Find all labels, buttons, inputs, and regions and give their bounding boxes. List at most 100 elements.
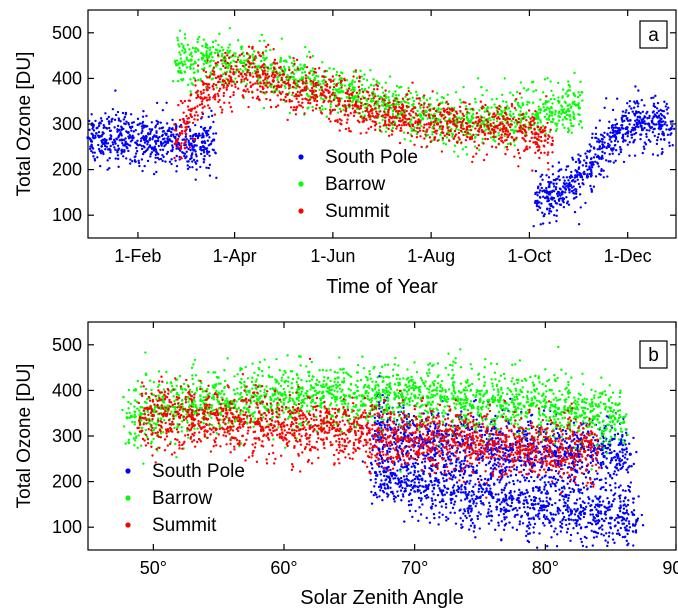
- data-point: [200, 126, 202, 128]
- data-point: [114, 89, 116, 91]
- data-point: [535, 89, 537, 91]
- data-point: [553, 98, 555, 100]
- data-point: [579, 193, 581, 195]
- data-point: [125, 130, 127, 132]
- data-point: [533, 128, 535, 130]
- data-point: [608, 127, 610, 129]
- data-point: [388, 99, 390, 101]
- data-point: [663, 110, 665, 112]
- data-point: [561, 106, 563, 108]
- data-point: [176, 63, 178, 65]
- data-point: [539, 207, 541, 209]
- data-point: [392, 103, 394, 105]
- data-point: [253, 58, 255, 60]
- data-point: [90, 113, 92, 115]
- data-point: [652, 153, 654, 155]
- data-point: [547, 162, 549, 164]
- data-point: [374, 124, 376, 126]
- data-point: [417, 131, 419, 133]
- data-point: [277, 104, 279, 106]
- data-point: [563, 464, 565, 466]
- data-point: [251, 66, 253, 68]
- data-point: [351, 79, 353, 81]
- data-point: [629, 453, 632, 456]
- data-point: [486, 106, 488, 108]
- data-point: [329, 95, 331, 97]
- data-point: [550, 181, 552, 183]
- data-point: [434, 427, 436, 429]
- data-point: [572, 192, 574, 194]
- data-point: [419, 99, 421, 101]
- data-point: [590, 462, 592, 464]
- data-point: [157, 153, 159, 155]
- data-point: [594, 153, 596, 155]
- data-point: [485, 119, 487, 121]
- data-point: [142, 135, 144, 137]
- data-point: [420, 104, 422, 106]
- data-point: [270, 91, 272, 93]
- data-point: [308, 51, 310, 53]
- data-point: [114, 140, 116, 142]
- data-point: [236, 81, 238, 83]
- data-point: [421, 146, 423, 148]
- data-point: [176, 37, 178, 39]
- data-point: [488, 114, 490, 116]
- data-point: [622, 127, 624, 129]
- data-point: [110, 130, 112, 132]
- data-point: [252, 83, 254, 85]
- data-point: [147, 160, 149, 162]
- data-point: [606, 175, 608, 177]
- data-point: [628, 105, 630, 107]
- data-point: [609, 136, 611, 138]
- data-point: [383, 95, 385, 97]
- data-point: [332, 89, 334, 91]
- data-point: [471, 108, 473, 110]
- data-point: [544, 134, 546, 136]
- data-point: [162, 156, 164, 158]
- data-point: [402, 100, 404, 102]
- data-point: [671, 144, 673, 146]
- data-point: [369, 118, 371, 120]
- data-point: [306, 93, 308, 95]
- data-point: [195, 111, 197, 113]
- data-point: [499, 129, 501, 131]
- data-point: [298, 86, 300, 88]
- data-point: [469, 133, 471, 135]
- data-point: [293, 63, 295, 65]
- data-point: [506, 122, 508, 124]
- data-point: [555, 183, 557, 185]
- data-point: [120, 152, 122, 154]
- data-point: [537, 186, 539, 188]
- data-point: [411, 96, 413, 98]
- data-point: [526, 103, 528, 105]
- data-point: [232, 94, 234, 96]
- data-point: [399, 142, 401, 144]
- data-point: [144, 151, 146, 153]
- data-point: [573, 100, 575, 102]
- data-point: [502, 130, 504, 132]
- data-point: [471, 138, 473, 140]
- data-point: [526, 145, 528, 147]
- data-point: [338, 88, 340, 90]
- data-point: [218, 33, 220, 35]
- data-point: [332, 109, 334, 111]
- data-point: [650, 97, 652, 99]
- data-point: [279, 61, 281, 63]
- data-point: [180, 100, 182, 102]
- data-point: [160, 141, 162, 143]
- data-point: [157, 137, 159, 139]
- data-point: [202, 128, 204, 130]
- data-point: [568, 204, 570, 206]
- data-point: [272, 81, 274, 83]
- data-point: [633, 127, 635, 129]
- data-point: [488, 117, 490, 119]
- data-point: [286, 94, 288, 96]
- data-point: [220, 68, 222, 70]
- data-point: [663, 138, 665, 140]
- data-point: [374, 121, 376, 123]
- data-point: [636, 101, 638, 103]
- data-point: [295, 87, 297, 89]
- data-point: [368, 113, 370, 115]
- data-point: [352, 91, 354, 93]
- panel-a-points: [86, 27, 675, 227]
